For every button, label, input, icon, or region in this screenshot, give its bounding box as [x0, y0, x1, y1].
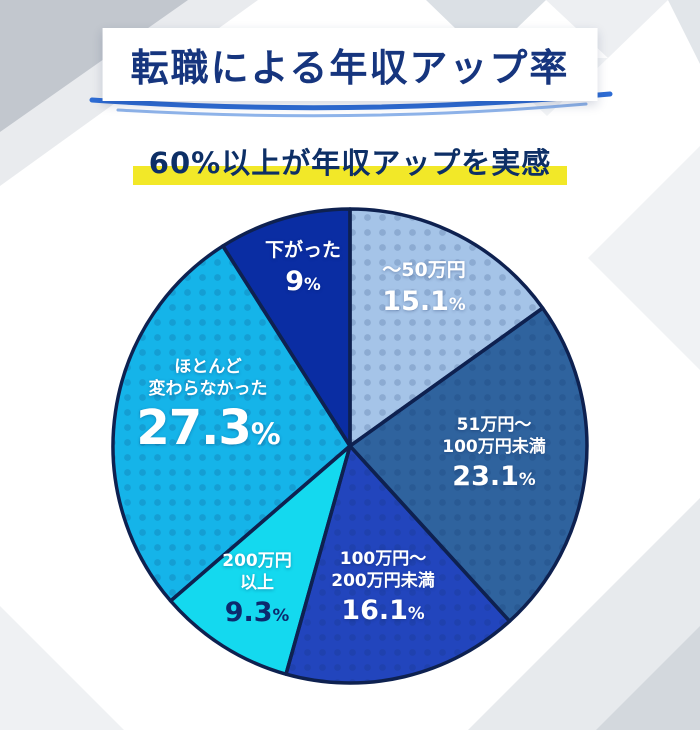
percent-sign: % — [250, 417, 281, 453]
pie-slice-outline-5 — [221, 207, 352, 448]
slice-label-value: 23.1% — [442, 461, 546, 492]
pie-slice-outline-2 — [284, 444, 512, 685]
slice-label-text: ～50万円 — [382, 259, 466, 281]
subtitle-row: 60%以上が年収アップを実感 — [0, 140, 700, 185]
bg-triangle — [468, 498, 700, 730]
slice-label-unchanged: ほとんど 変わらなかった 27.3% — [136, 356, 281, 457]
pie-slice-dots-4 — [113, 246, 350, 601]
slice-label-value: 15.1% — [382, 286, 465, 317]
title-box: 転職による年収アップ率 — [102, 28, 598, 101]
bg-triangle — [668, 0, 700, 64]
bg-triangle — [546, 0, 668, 58]
bg-triangle — [0, 606, 124, 730]
slice-label-100to200: 100万円～ 200万円未満 16.1% — [331, 548, 435, 626]
bg-triangle — [596, 626, 700, 730]
slice-label-over200: 200万円 以上 9.3% — [222, 550, 292, 628]
subtitle: 60%以上が年収アップを実感 — [132, 140, 568, 185]
slice-label-value: 9.3% — [222, 597, 292, 628]
pie-slice-3 — [170, 446, 350, 675]
slice-value-number: 9 — [285, 265, 305, 297]
percent-sign: % — [407, 603, 425, 624]
slice-label-text: 下がった — [264, 239, 342, 261]
slice-label-text: 100万円～ 200万円未満 — [331, 549, 435, 592]
pie-slice-outline-4 — [111, 244, 352, 603]
slice-value-number: 15.1 — [382, 285, 449, 317]
swoosh-line-light — [116, 102, 588, 118]
pie-slice-dots-2 — [286, 446, 510, 684]
slice-value-number: 9.3 — [224, 597, 273, 629]
slice-value-number: 23.1 — [452, 461, 519, 493]
percent-sign: % — [448, 293, 466, 314]
slice-label-under50: ～50万円 15.1% — [382, 258, 465, 317]
slice-label-value: 9% — [265, 266, 341, 297]
slice-label-value: 27.3% — [136, 400, 281, 457]
bg-triangle — [588, 146, 700, 370]
percent-sign: % — [272, 605, 290, 626]
slice-label-text: 51万円～ 100万円未満 — [442, 415, 546, 458]
page-title: 転職による年収アップ率 — [130, 46, 570, 90]
pie-slice-outline-3 — [168, 444, 352, 676]
slice-label-text: ほとんど 変わらなかった — [148, 357, 268, 400]
pie-slice-dots-0 — [350, 209, 543, 446]
pie-slice-outline-1 — [348, 306, 589, 623]
slice-label-text: 200万円 以上 — [222, 551, 292, 594]
slice-value-number: 27.3 — [136, 400, 251, 457]
slice-label-51to100: 51万円～ 100万円未満 23.1% — [442, 414, 546, 492]
percent-sign: % — [304, 273, 321, 294]
pie-slice-outline-0 — [348, 207, 545, 448]
pie-slice-dots-1 — [350, 308, 587, 622]
slice-label-value: 16.1% — [331, 595, 435, 626]
slice-value-number: 16.1 — [341, 595, 408, 627]
pie-slice-5 — [222, 209, 350, 446]
slice-label-decreased: 下がった 9% — [265, 238, 341, 297]
percent-sign: % — [518, 469, 536, 490]
